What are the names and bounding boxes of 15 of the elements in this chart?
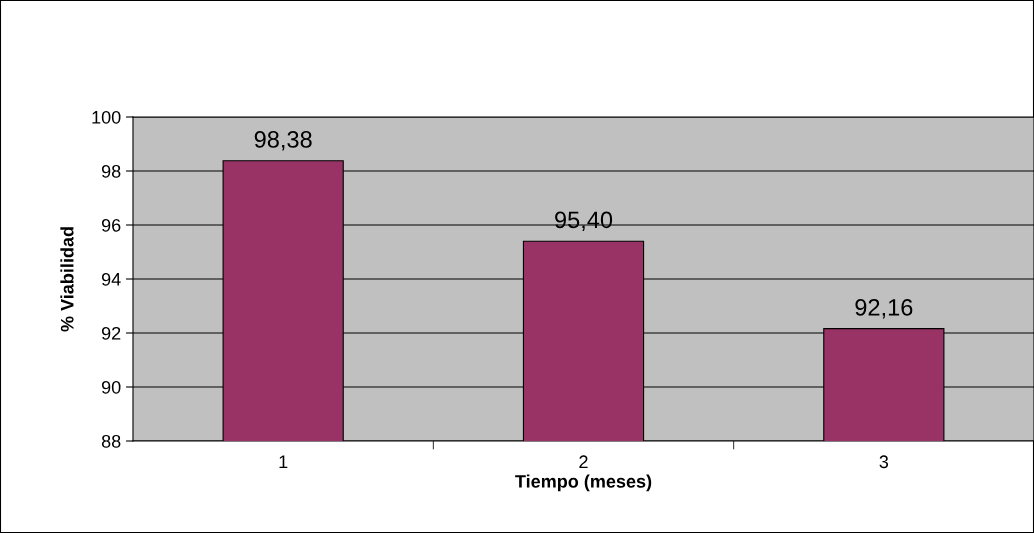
x-tick-label: 1: [279, 455, 288, 468]
x-axis-title: Tiempo (meses): [515, 474, 652, 492]
data-label: 92,16: [855, 298, 913, 319]
y-tick-label: 98: [101, 164, 121, 178]
y-tick-label: 88: [101, 434, 121, 448]
y-tick-label: 92: [101, 326, 121, 340]
y-axis-title: % Viabilidad: [60, 227, 74, 332]
y-tick-label: 96: [101, 218, 121, 232]
y-tick-label: 94: [101, 272, 121, 286]
data-label: 95,40: [555, 211, 613, 231]
x-tick-label: 3: [879, 455, 889, 469]
x-tick-label: 2: [579, 455, 588, 468]
data-label: 98,38: [254, 131, 312, 151]
y-tick-label: 100: [92, 110, 121, 124]
y-tick-label: 90: [101, 380, 121, 394]
